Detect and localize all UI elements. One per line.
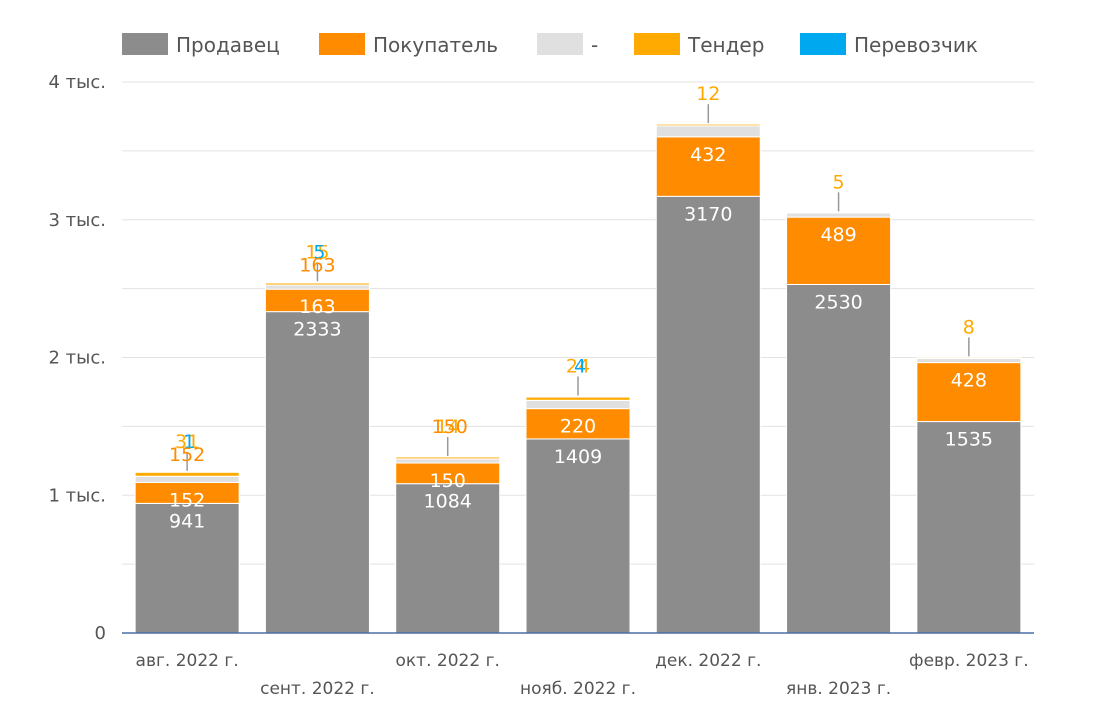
- legend-swatch: [634, 33, 680, 55]
- data-label: 2333: [293, 319, 341, 341]
- x-tick-label: дек. 2022 г.: [655, 651, 761, 671]
- data-label: 1535: [945, 429, 993, 451]
- y-tick-label: 0: [95, 623, 106, 644]
- bar-segment: [786, 216, 892, 285]
- bar-segment: [786, 211, 892, 214]
- data-label: 432: [690, 144, 726, 166]
- y-tick-label: 4 тыс.: [49, 72, 107, 93]
- outside-data-label: 8: [963, 316, 975, 338]
- data-label: 428: [951, 370, 987, 392]
- bar-segment: [916, 356, 1022, 359]
- y-tick-label: 1 тыс.: [49, 485, 107, 506]
- data-label: 150: [430, 470, 466, 492]
- y-axis: 0 1 тыс. 2 тыс. 3 тыс. 4 тыс.: [49, 72, 107, 644]
- data-label: 1409: [554, 446, 602, 468]
- bar-segment: [916, 362, 1022, 423]
- x-tick-label: нояб. 2022 г.: [520, 679, 636, 699]
- bar-segment: [264, 284, 370, 290]
- x-tick-label: февр. 2023 г.: [909, 651, 1029, 671]
- legend-swatch: [122, 33, 168, 55]
- x-tick-label: окт. 2022 г.: [396, 651, 500, 671]
- legend-label: Перевозчик: [854, 33, 978, 57]
- legend-label: -: [591, 33, 598, 57]
- legend-label: Тендер: [687, 33, 764, 57]
- data-label: 941: [169, 510, 205, 532]
- y-tick-label: 3 тыс.: [49, 210, 107, 231]
- bar-segment: [525, 399, 631, 410]
- outside-data-label: 4: [574, 355, 586, 377]
- outside-data-label: 24: [566, 355, 590, 377]
- legend-swatch: [800, 33, 846, 55]
- bar-segment: [786, 212, 892, 218]
- bar-segment: [525, 408, 631, 440]
- legend-swatch: [319, 33, 365, 55]
- bar-segment: [134, 502, 240, 634]
- y-tick-label: 2 тыс.: [49, 348, 107, 369]
- bar-segment: [655, 125, 761, 138]
- outside-data-label: 5: [313, 241, 325, 263]
- bar-segment: [395, 456, 501, 460]
- bar-segment: [655, 123, 761, 127]
- x-tick-label: авг. 2022 г.: [136, 651, 239, 671]
- bar-segment: [264, 311, 370, 634]
- legend: Продавец Покупатель - Тендер Перевозчик: [122, 33, 978, 57]
- legend-label: Продавец: [176, 33, 280, 57]
- outside-data-label: 150: [432, 416, 468, 438]
- outside-data-label: 31: [175, 431, 199, 453]
- bar-segment: [134, 471, 240, 473]
- data-label: 1084: [424, 491, 472, 513]
- data-label: 489: [820, 224, 856, 246]
- x-axis: авг. 2022 г. сент. 2022 г. окт. 2022 г. ноя…: [122, 632, 1034, 699]
- bar-segment: [655, 195, 761, 634]
- bar-segment: [916, 421, 1022, 634]
- outside-data-label: 152: [169, 444, 205, 466]
- data-labels: 9411523111522333163155163108415014150140…: [169, 83, 993, 532]
- bar-segment: [655, 136, 761, 197]
- bar-segment: [395, 458, 501, 464]
- data-label: 220: [560, 416, 596, 438]
- bar-segment: [264, 281, 370, 284]
- bar-segment: [525, 438, 631, 634]
- data-label: 163: [299, 296, 335, 318]
- outside-data-label: 14: [436, 416, 460, 438]
- legend-swatch: [537, 33, 583, 55]
- x-tick-label: янв. 2023 г.: [786, 679, 891, 699]
- bar-segment: [916, 357, 1022, 364]
- outside-data-label: 15: [305, 241, 329, 263]
- bars: [134, 123, 1022, 634]
- data-label: 2530: [814, 291, 862, 313]
- data-label: 3170: [684, 203, 732, 225]
- legend-label: Покупатель: [373, 33, 498, 57]
- outside-data-label: 5: [833, 171, 845, 193]
- bar-segment: [525, 395, 631, 398]
- outside-data-label: 163: [299, 254, 335, 276]
- outside-data-label: 12: [696, 83, 720, 105]
- data-label: 152: [169, 489, 205, 511]
- x-tick-label: сент. 2022 г.: [260, 679, 375, 699]
- bar-segment: [134, 475, 240, 483]
- bar-segment: [395, 483, 501, 634]
- outside-data-label: 1: [183, 431, 195, 453]
- bar-segment: [786, 283, 892, 634]
